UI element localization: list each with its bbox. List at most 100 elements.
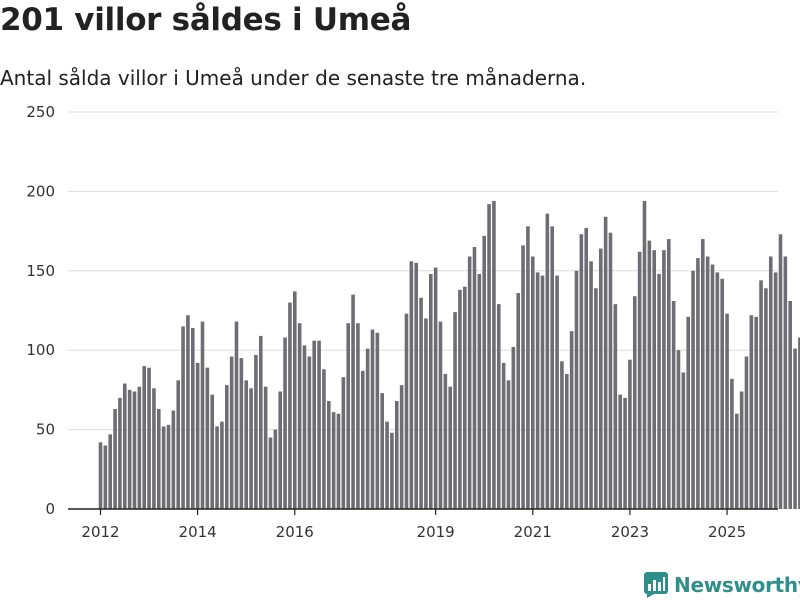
bar (487, 204, 491, 509)
bar (438, 321, 443, 509)
bar (768, 256, 773, 509)
bar (530, 256, 535, 509)
x-tick-label: 2012 (81, 523, 119, 541)
bar (700, 239, 705, 510)
bars: 201 (98, 200, 800, 510)
bar (98, 442, 103, 509)
bar (764, 288, 768, 509)
y-tick-label: 0 (45, 500, 55, 518)
bar (380, 393, 385, 509)
bar (331, 412, 336, 509)
y-tick-label: 150 (26, 262, 55, 280)
x-tick-label: 2016 (276, 523, 314, 541)
bar (142, 366, 147, 509)
bar (215, 426, 219, 509)
bar (409, 261, 414, 509)
bar (681, 372, 686, 509)
y-tick-label: 100 (26, 341, 55, 359)
bar (370, 329, 375, 509)
y-tick-label: 200 (26, 182, 55, 200)
bar (360, 370, 365, 509)
bar (147, 367, 151, 509)
bar (390, 432, 394, 509)
bar (666, 239, 671, 510)
chart-title: 201 villor såldes i Umeå (0, 2, 412, 38)
bar (385, 421, 389, 509)
bar (526, 226, 530, 509)
bar (657, 273, 661, 509)
bar (224, 385, 229, 509)
bar (749, 315, 754, 509)
bar (424, 318, 428, 509)
bar (394, 401, 399, 509)
bar (326, 401, 331, 509)
bar (448, 386, 453, 509)
bar (200, 321, 205, 509)
x-tick-label: 2019 (417, 523, 455, 541)
bar (356, 323, 360, 509)
bar (550, 226, 555, 509)
bar (521, 245, 525, 509)
bar (365, 348, 370, 509)
bar (244, 380, 249, 509)
bar (754, 316, 758, 509)
bar (166, 424, 171, 509)
bar (555, 275, 559, 509)
bar (710, 264, 715, 509)
axes: 0 50 100 150 200 250 2012 2014 2016 2019 2021 2023 2… (26, 103, 778, 541)
bar (545, 213, 550, 509)
bar (404, 313, 409, 509)
bar (705, 256, 710, 509)
bar (773, 272, 778, 509)
bar (662, 250, 666, 509)
y-tick-label: 250 (26, 103, 55, 121)
bar (632, 296, 637, 509)
bar (118, 397, 122, 509)
bar (268, 437, 273, 509)
bar (594, 288, 598, 509)
bar (127, 389, 132, 509)
bar (788, 300, 792, 509)
bar (793, 348, 797, 509)
bar (715, 272, 720, 509)
bar (322, 369, 326, 509)
bar (210, 394, 215, 509)
bar (676, 350, 681, 509)
bar (628, 359, 632, 509)
bar (122, 383, 127, 509)
bar (186, 315, 190, 509)
bar (598, 248, 603, 509)
bar (589, 261, 593, 509)
bar (181, 326, 185, 509)
bar (472, 246, 477, 510)
bar (254, 354, 258, 509)
bar (414, 262, 419, 509)
bar (759, 280, 763, 509)
bar (351, 294, 355, 509)
x-tick-label: 2023 (611, 523, 649, 541)
bar (739, 391, 744, 509)
bar (443, 374, 448, 509)
bar (720, 278, 724, 509)
bar (560, 361, 564, 509)
bar (156, 408, 161, 509)
bar (229, 356, 234, 509)
bar (506, 380, 511, 509)
bar (239, 358, 244, 509)
bar (453, 312, 457, 509)
bar (642, 200, 647, 510)
bar (278, 391, 283, 509)
bar (346, 323, 351, 509)
bar (375, 332, 380, 509)
bar (249, 388, 253, 509)
bar (778, 234, 783, 509)
bar (734, 413, 739, 509)
bar (564, 374, 569, 509)
bar (428, 273, 433, 509)
y-tick-label: 50 (36, 421, 55, 439)
bar (603, 216, 608, 510)
bar (652, 250, 656, 509)
x-tick-label: 2014 (179, 523, 217, 541)
bar (730, 378, 734, 509)
bar (477, 273, 482, 509)
